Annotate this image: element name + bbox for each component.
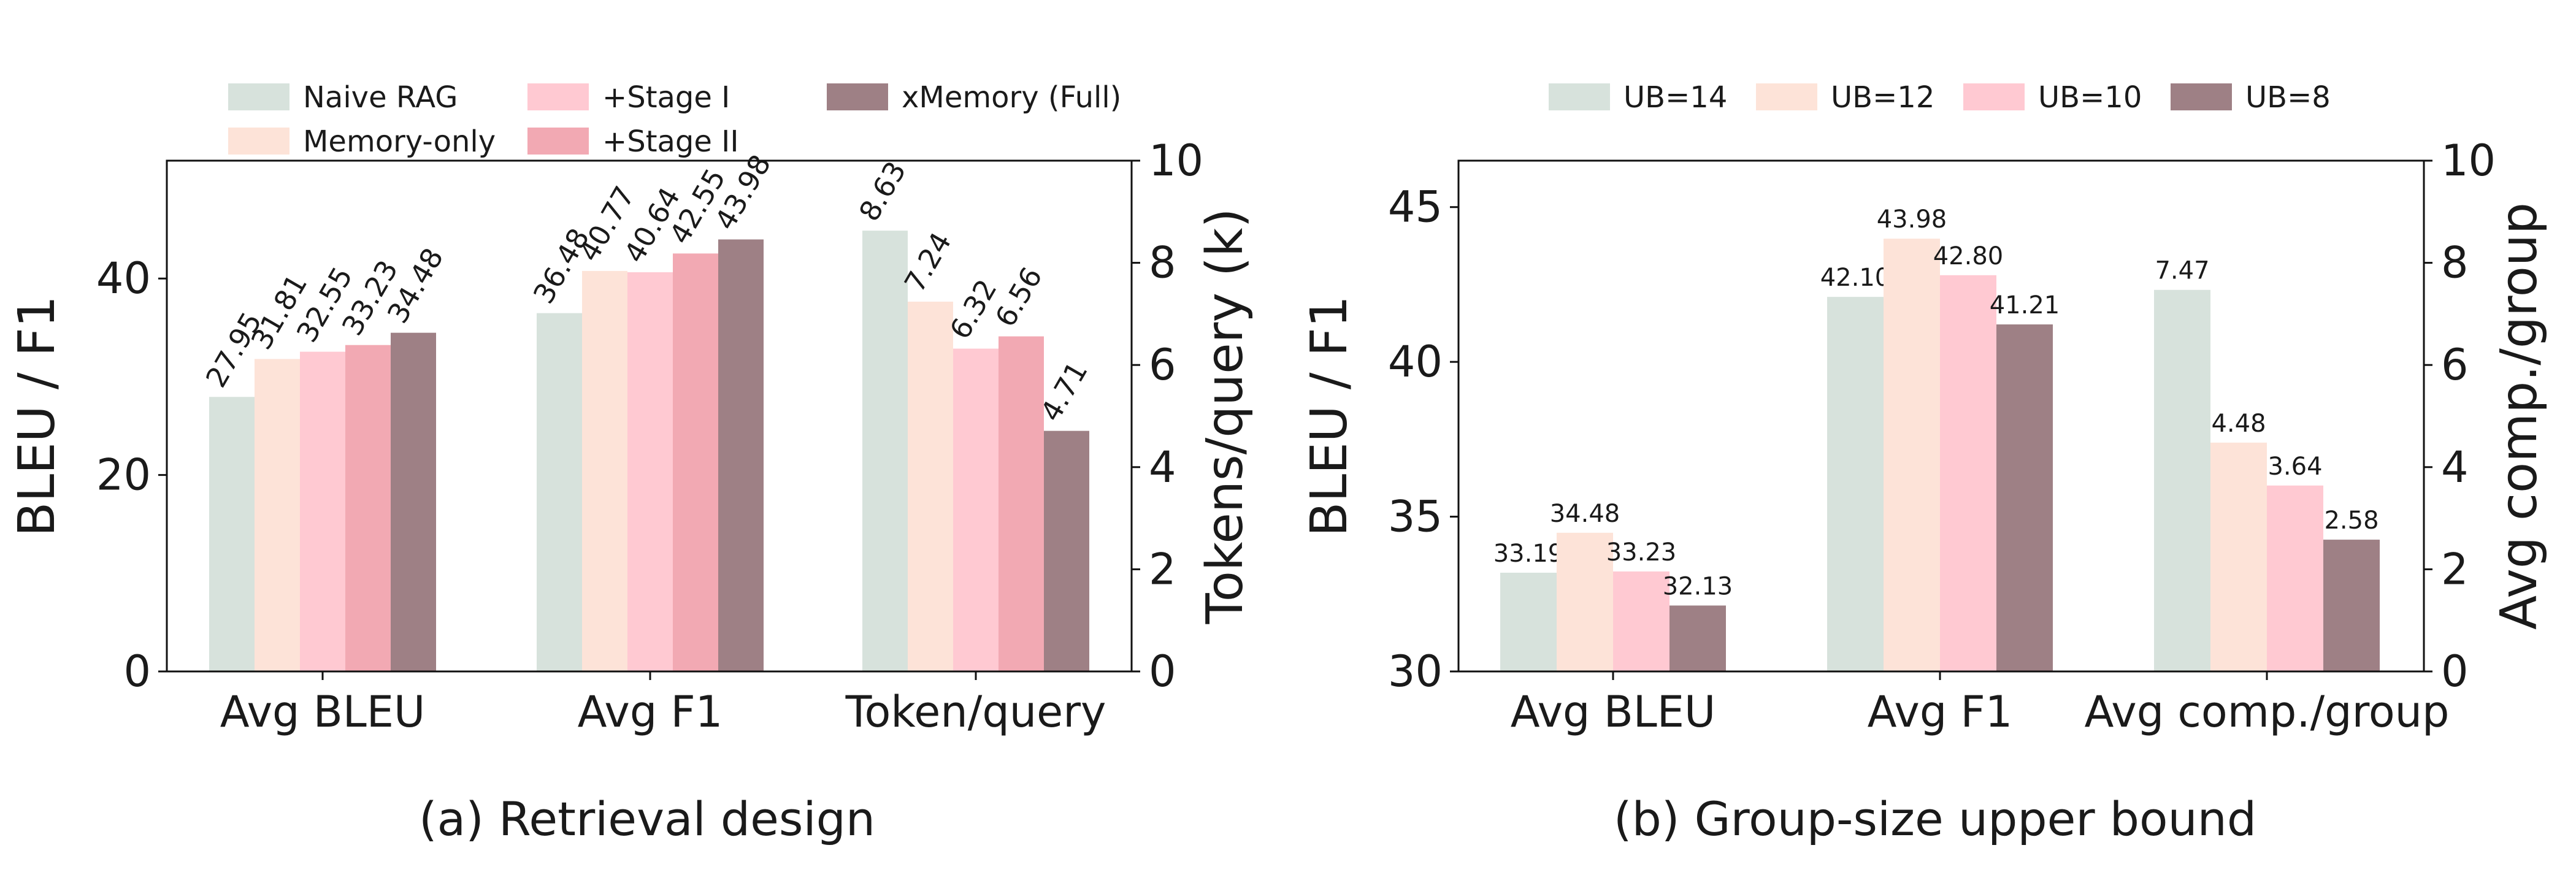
y-tick-label: 40: [1388, 337, 1443, 387]
data-label: 33.19: [1493, 540, 1564, 568]
bar: [537, 313, 582, 671]
bar: [673, 253, 718, 672]
caption-b: (b) Group-size upper bound: [1614, 792, 2256, 846]
bar: [862, 231, 908, 672]
bar: [2267, 485, 2323, 671]
panel-group-size-upper-bound: 33.19 42.10 7.47 34.48 43.98 4.48 33.23 42.80 3.…: [1300, 80, 2548, 737]
bar: [209, 397, 255, 671]
bar: [1884, 239, 1940, 672]
legend-swatch: [1756, 83, 1817, 110]
legend-label: UB=10: [2038, 80, 2142, 115]
y2-tick-label: 6: [1149, 340, 1176, 390]
bar: [2323, 540, 2380, 671]
y-tick-label: 40: [96, 253, 151, 304]
bar: [999, 336, 1044, 671]
y2-tick-label: 0: [1149, 646, 1176, 697]
y2-tick-label: 2: [1149, 544, 1176, 594]
data-label: 2.58: [2324, 506, 2379, 535]
y-tick-label: 20: [96, 450, 151, 500]
data-label: 41.21: [1990, 291, 2060, 319]
y-axis-label: BLEU / F1: [1300, 296, 1359, 537]
x-tick-label: Avg F1: [578, 687, 723, 737]
y2-tick-label: 8: [1149, 238, 1176, 288]
legend-label: UB=14: [1623, 80, 1727, 115]
bar: [1996, 324, 2053, 671]
data-label: 42.80: [1933, 242, 2004, 270]
bar: [391, 332, 436, 671]
x-tick-label: Avg BLEU: [1511, 687, 1715, 737]
legend-swatch: [1549, 83, 1610, 110]
bar: [953, 348, 999, 671]
y2-axis-label: Avg comp./group: [2490, 202, 2548, 630]
bar: [582, 270, 627, 671]
y2-tick-label: 6: [2441, 340, 2469, 390]
bar: [2154, 289, 2210, 671]
bar: [345, 345, 391, 671]
y-tick-label: 30: [1388, 646, 1443, 697]
x-tick-label: Token/query: [845, 687, 1106, 737]
legend-swatch: [2171, 83, 2232, 110]
bar: [1613, 571, 1669, 671]
y-tick-label: 45: [1388, 182, 1443, 232]
bar: [1500, 572, 1557, 671]
bar: [718, 239, 764, 671]
data-label: 33.23: [1606, 538, 1677, 567]
bar: [1669, 605, 1726, 671]
legend-swatch: [827, 83, 888, 110]
legend-label: Memory-only: [303, 124, 496, 159]
caption-a: (a) Retrieval design: [419, 792, 875, 846]
y-tick-label: 35: [1388, 492, 1443, 542]
bar: [627, 272, 673, 671]
legend-label: UB=12: [1831, 80, 1934, 115]
data-label: 42.10: [1820, 264, 1891, 292]
x-tick-label: Avg F1: [1868, 687, 2013, 737]
data-label: 7.47: [2155, 257, 2209, 285]
x-tick-label: Avg BLEU: [220, 687, 425, 737]
data-label: 34.48: [1550, 500, 1620, 528]
y2-tick-label: 8: [2441, 238, 2469, 288]
y-axis-label: BLEU / F1: [8, 296, 66, 537]
bar: [1557, 532, 1613, 671]
legend-swatch: [228, 128, 289, 155]
bar: [255, 359, 300, 671]
y-tick-label: 0: [123, 646, 151, 697]
data-label: 4.48: [2211, 410, 2266, 438]
legend-label: Naive RAG: [303, 80, 458, 115]
data-label: 32.13: [1663, 572, 1733, 600]
y2-tick-label: 4: [2441, 442, 2469, 492]
legend-label: UB=8: [2245, 80, 2331, 115]
y2-tick-label: 4: [1149, 442, 1176, 492]
legend-swatch: [228, 83, 289, 110]
bar: [1044, 430, 1089, 671]
y2-tick-label: 0: [2441, 646, 2469, 697]
legend-swatch: [1963, 83, 2025, 110]
bar: [300, 351, 345, 671]
legend-swatch: [527, 128, 589, 155]
plot-frame: [1457, 159, 2425, 673]
legend-label: +Stage II: [602, 124, 739, 159]
legend-swatch: [527, 83, 589, 110]
bar: [1940, 275, 1996, 671]
y2-axis-label: Tokens/query (k): [1196, 208, 1254, 625]
x-tick-label: Avg comp./group: [2085, 687, 2450, 737]
y2-tick-label: 2: [2441, 544, 2469, 594]
data-label: 3.64: [2267, 453, 2322, 481]
y2-tick-label: 10: [1149, 136, 1203, 186]
bar: [1827, 297, 1884, 672]
data-label: 43.98: [1877, 205, 1947, 234]
y2-tick-label: 10: [2441, 136, 2496, 186]
bar: [908, 301, 953, 672]
legend-label: +Stage I: [602, 80, 730, 115]
data-label: 8.63: [853, 156, 913, 227]
legend-label: xMemory (Full): [902, 80, 1121, 115]
bar: [2210, 442, 2267, 671]
